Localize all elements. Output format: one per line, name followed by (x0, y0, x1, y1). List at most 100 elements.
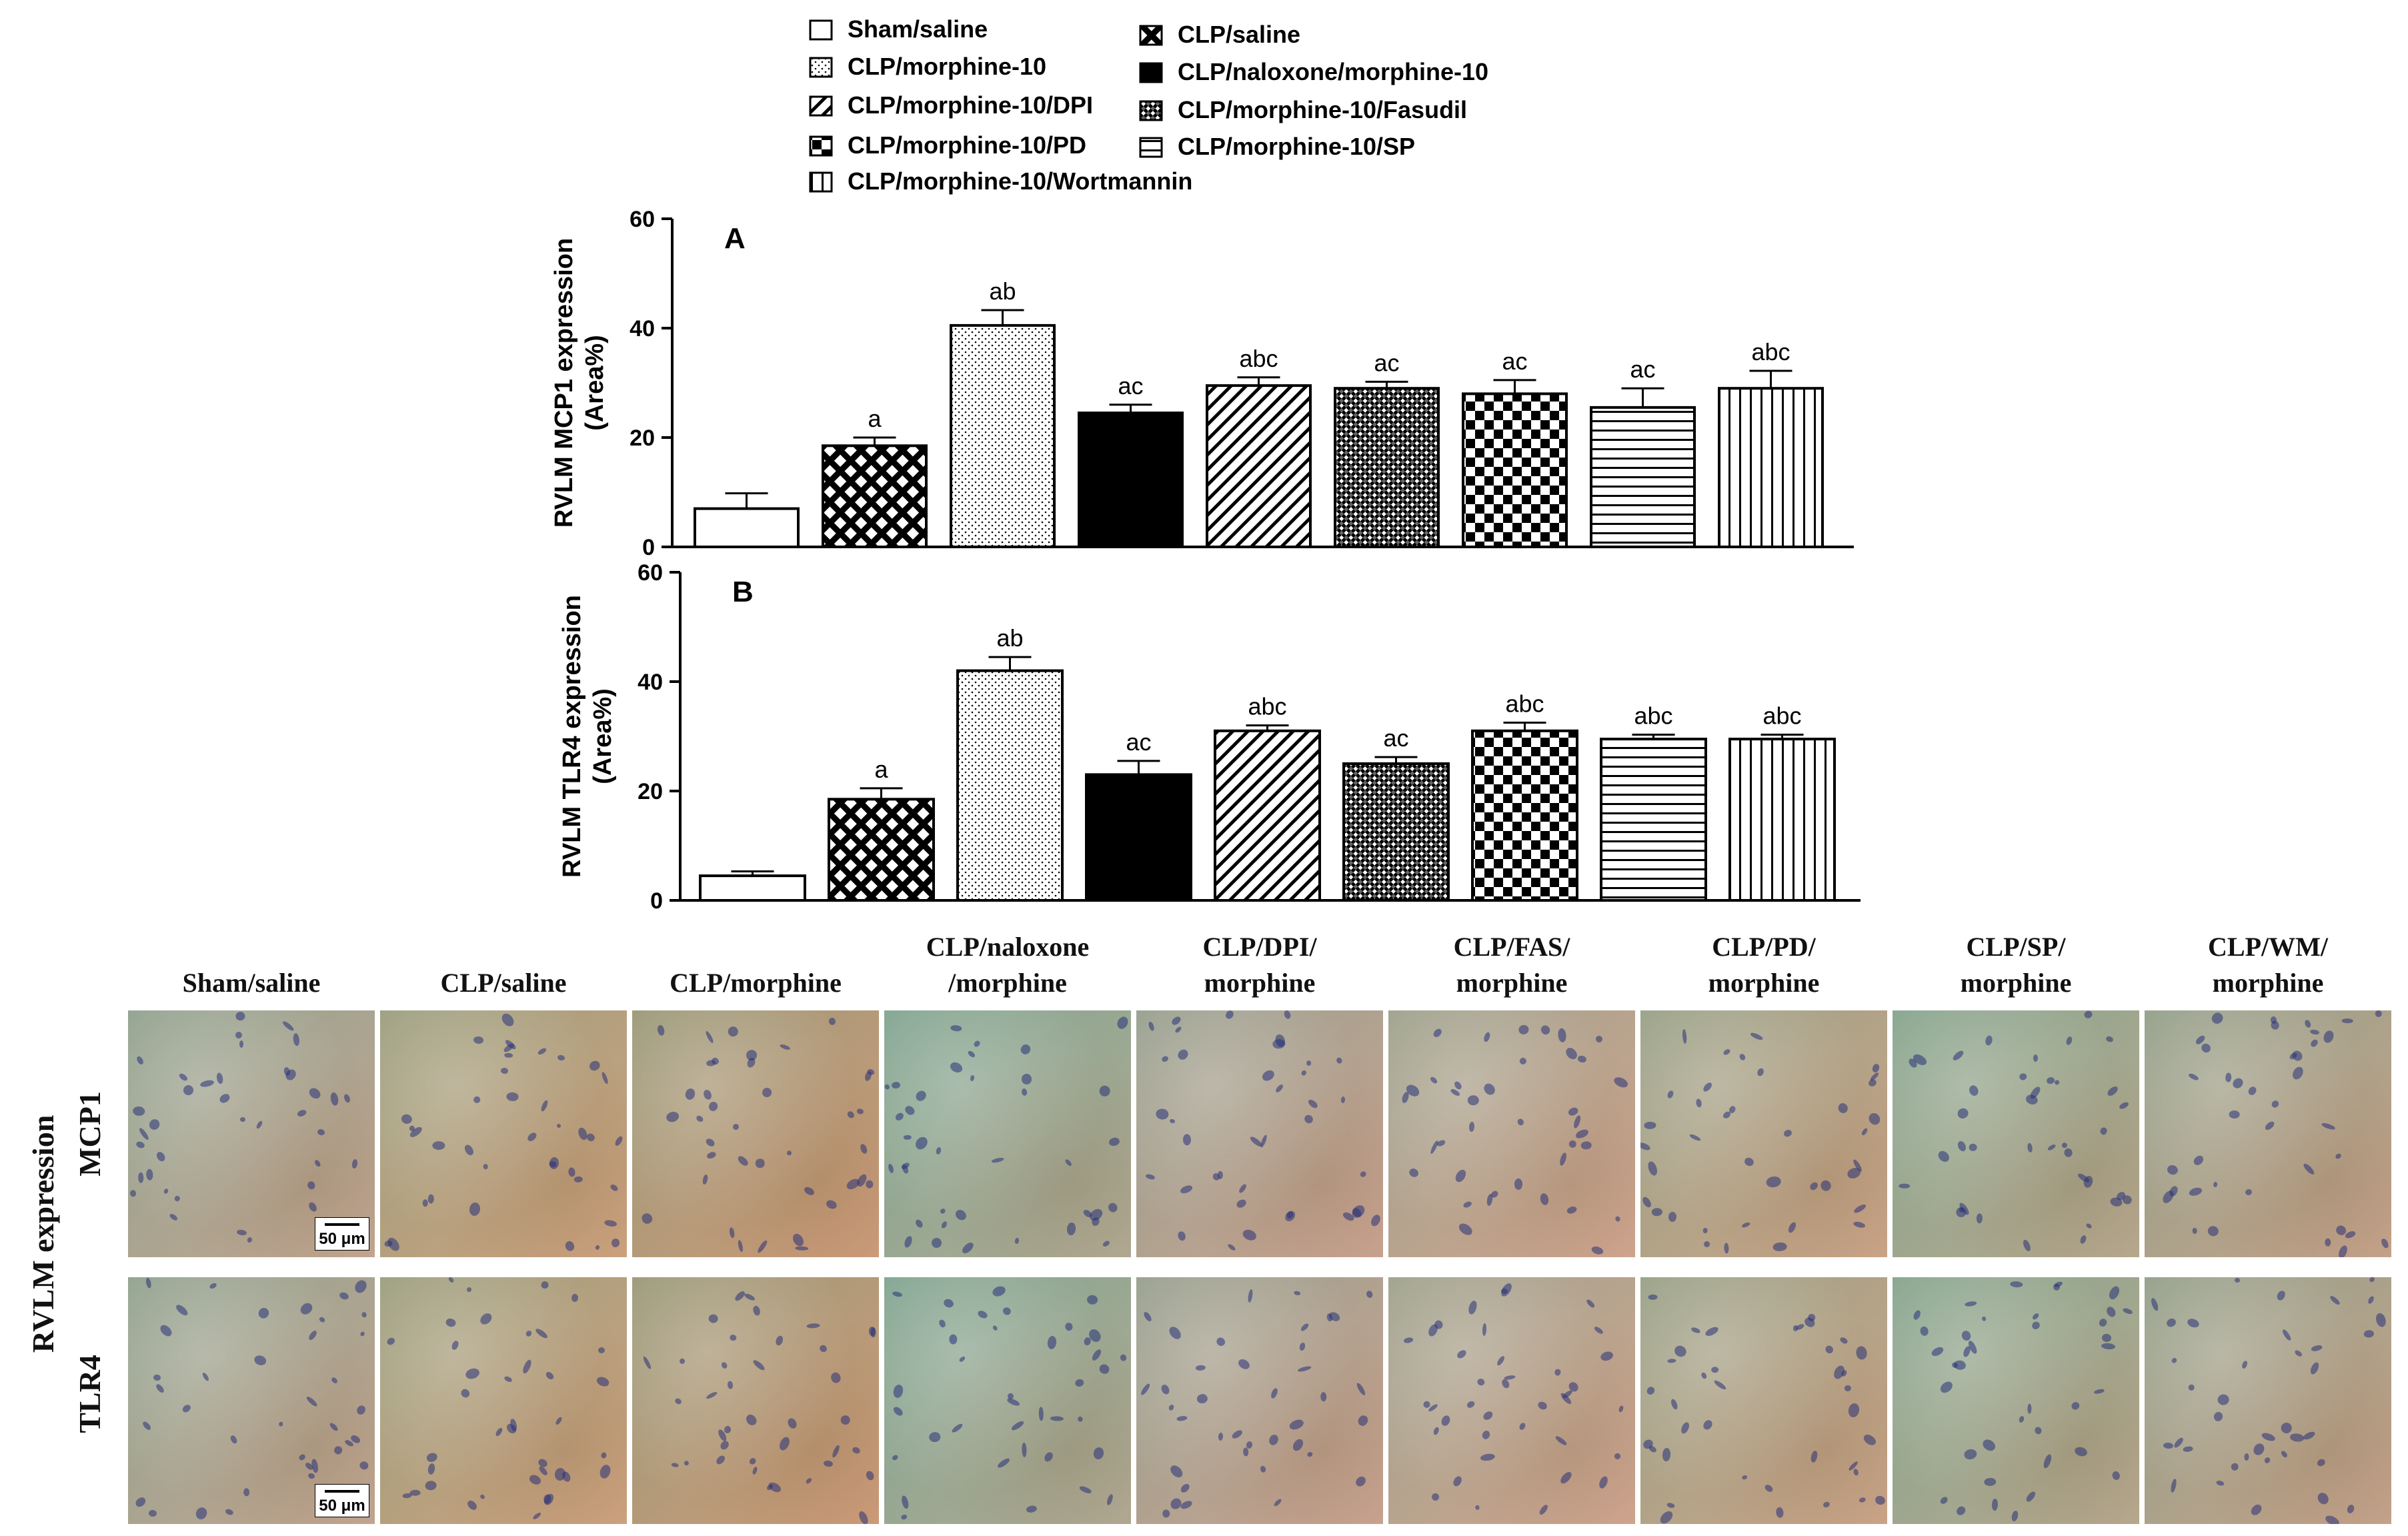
cell-nucleus (903, 1235, 914, 1249)
bar (1085, 773, 1192, 902)
cell-nucleus (1823, 1501, 1831, 1509)
cell-nucleus (132, 1106, 145, 1117)
cell-nucleus (1740, 1221, 1751, 1229)
cell-nucleus (2316, 1458, 2326, 1467)
cell-nucleus (1170, 1014, 1182, 1027)
legend: Sham/saline CLP/saline CLP/morphine-10 CLP/… (809, 15, 1488, 195)
cell-nucleus (1981, 1315, 1987, 1322)
bar (1718, 387, 1824, 549)
cell-nucleus (972, 1039, 982, 1048)
cell-nucleus (900, 1495, 910, 1509)
row-label-mcp1: MCP1 (73, 1091, 107, 1177)
cell-nucleus (201, 1371, 210, 1382)
cell-nucleus (2301, 1162, 2316, 1177)
cell-nucleus (600, 1071, 610, 1085)
cell-nucleus (803, 1185, 816, 1197)
cell-nucleus (137, 1126, 150, 1141)
cell-nucleus (1577, 1054, 1588, 1063)
cell-nucleus (2279, 1421, 2293, 1435)
cell-nucleus (2322, 1029, 2336, 1044)
cell-nucleus (1558, 1152, 1568, 1167)
cell-nucleus (1102, 1239, 1111, 1249)
cell-nucleus (1078, 1485, 1093, 1495)
cell-nucleus (1763, 1483, 1774, 1494)
cell-nucleus (1861, 1432, 1878, 1447)
cell-nucleus (1270, 1387, 1279, 1399)
bar-annotation: ac (1126, 728, 1151, 756)
cell-nucleus (1646, 1160, 1659, 1177)
cell-nucleus (1106, 1493, 1114, 1505)
cell-nucleus (2021, 1238, 2033, 1252)
cell-nucleus (503, 1052, 513, 1058)
cell-nucleus (1668, 1212, 1677, 1223)
panel-label: B (732, 576, 754, 608)
cell-nucleus (2027, 1142, 2033, 1153)
bar-annotation: ac (1502, 347, 1527, 375)
cell-nucleus (1839, 1336, 1849, 1346)
cell-nucleus (1474, 1504, 1480, 1510)
cell-nucleus (163, 1188, 169, 1195)
column-header-line2: morphine (1708, 968, 1820, 998)
bar-annotation: ab (996, 624, 1023, 652)
cell-nucleus (1480, 1429, 1491, 1441)
cell-nucleus (726, 1381, 734, 1390)
cell-nucleus (1644, 1121, 1656, 1129)
cell-nucleus (1911, 1309, 1922, 1321)
cell-nucleus (935, 1146, 942, 1155)
cell-nucleus (1955, 1505, 1968, 1517)
cell-nucleus (2337, 1244, 2349, 1257)
cell-nucleus (2118, 1100, 2130, 1110)
cell-nucleus (427, 1194, 434, 1204)
cell-nucleus (1871, 1062, 1881, 1074)
cell-nucleus (1148, 1021, 1156, 1032)
cell-nucleus (1090, 1348, 1103, 1363)
cell-nucleus (2192, 1227, 2197, 1234)
cell-nucleus (1282, 1209, 1298, 1224)
cell-nucleus (1742, 1156, 1755, 1168)
bar-annotation: abc (1248, 693, 1286, 720)
cell-nucleus (2085, 1222, 2093, 1229)
cell-nucleus (1160, 1383, 1172, 1396)
cell-nucleus (914, 1218, 924, 1229)
column-header-line2: Sham/saline (182, 968, 321, 998)
cell-nucleus (307, 1085, 323, 1100)
cell-nucleus (1518, 1056, 1528, 1066)
cell-nucleus (891, 1291, 903, 1298)
cell-nucleus (1499, 1281, 1514, 1299)
column-header-line2: CLP/saline (440, 968, 567, 998)
cell-nucleus (726, 1024, 741, 1039)
cell-nucleus (2009, 1281, 2023, 1289)
cell-nucleus (307, 1472, 316, 1480)
cell-nucleus (1516, 1117, 1525, 1126)
cell-nucleus (1593, 1325, 1604, 1335)
cell-nucleus (1430, 1491, 1440, 1502)
cell-nucleus (2281, 1328, 2292, 1341)
cell-nucleus (2083, 1010, 2094, 1020)
cell-nucleus (1741, 1474, 1748, 1481)
cell-nucleus (1179, 1499, 1194, 1511)
cell-nucleus (695, 1114, 705, 1123)
micrograph-mcp1 (1136, 1010, 1383, 1257)
cell-nucleus (539, 1099, 549, 1112)
bar (956, 669, 1064, 902)
cell-nucleus (1408, 1167, 1420, 1179)
cell-nucleus (779, 1043, 791, 1051)
cell-nucleus (2183, 1445, 2194, 1453)
cell-nucleus (557, 1054, 566, 1061)
column-header-line2: morphine (2212, 968, 2324, 998)
cell-nucleus (1456, 1221, 1474, 1237)
cell-nucleus (544, 1370, 555, 1381)
cell-nucleus (976, 1309, 989, 1321)
legend-label: CLP/morphine-10/Fasudil (1178, 96, 1467, 123)
cell-nucleus (830, 1443, 841, 1459)
cell-nucleus (891, 1453, 899, 1461)
cell-nucleus (479, 1493, 486, 1500)
cell-nucleus (499, 1011, 516, 1029)
cell-nucleus (1019, 1042, 1033, 1056)
column-header-line2: CLP/morphine (670, 968, 842, 998)
cell-nucleus (1267, 1433, 1280, 1447)
cell-nucleus (1234, 1198, 1248, 1210)
cell-nucleus (1290, 1437, 1305, 1453)
cell-nucleus (1340, 1096, 1346, 1103)
cell-nucleus (330, 1376, 339, 1385)
